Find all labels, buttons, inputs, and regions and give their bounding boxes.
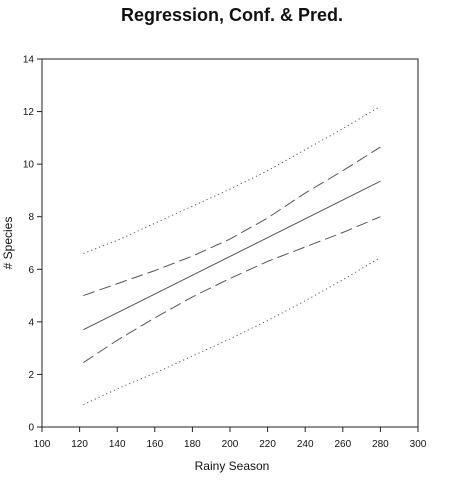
x-tick-label: 200 bbox=[222, 439, 239, 450]
plot-area: 100 120 140 160 180 200 220 240 260 280 300 0 2 4 6 8 10… bbox=[23, 55, 427, 451]
confidence-band-line bbox=[83, 146, 381, 297]
chart-title: Regression, Conf. & Pred. bbox=[121, 5, 343, 25]
x-tick-label: 300 bbox=[410, 439, 427, 450]
y-tick-label: 14 bbox=[23, 55, 35, 66]
y-tick-label: 8 bbox=[28, 212, 34, 223]
x-tick-label: 180 bbox=[184, 439, 201, 450]
y-tick-label: 10 bbox=[23, 160, 35, 171]
y-tick-label: 12 bbox=[23, 107, 35, 118]
x-tick-label: 240 bbox=[297, 439, 314, 450]
x-axis-label: Rainy Season bbox=[195, 459, 270, 473]
y-axis-label: # Species bbox=[1, 217, 15, 270]
prediction-band-line bbox=[83, 257, 381, 406]
prediction-band-line bbox=[83, 105, 381, 254]
x-tick-label: 160 bbox=[146, 439, 163, 450]
plot-frame bbox=[41, 58, 419, 428]
confidence-band-line bbox=[83, 216, 381, 364]
y-tick-label: 6 bbox=[28, 265, 34, 276]
x-tick-label: 140 bbox=[109, 439, 126, 450]
x-tick-label: 280 bbox=[372, 439, 389, 450]
x-tick-label: 100 bbox=[34, 439, 51, 450]
x-tick-label: 120 bbox=[71, 439, 88, 450]
x-tick-label: 260 bbox=[334, 439, 351, 450]
regression-line bbox=[83, 180, 381, 331]
y-tick-label: 2 bbox=[28, 370, 34, 381]
y-tick-label: 4 bbox=[28, 317, 34, 328]
y-tick-label: 0 bbox=[28, 423, 34, 434]
x-tick-label: 220 bbox=[259, 439, 276, 450]
